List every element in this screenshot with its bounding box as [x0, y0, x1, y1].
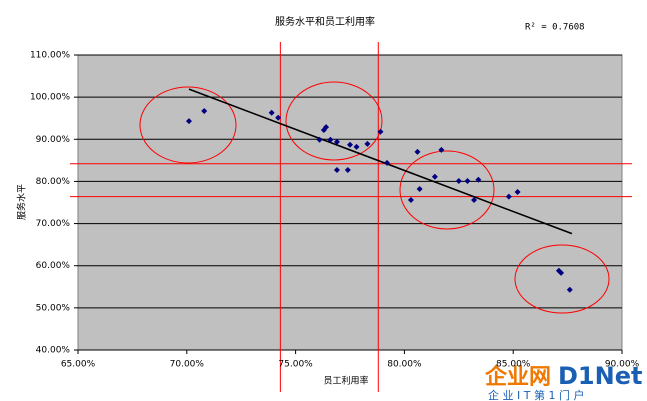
- watermark-slogan: 企 业 I T 第 1 门 户: [488, 388, 584, 401]
- data-point: [201, 108, 208, 115]
- data-point: [333, 167, 340, 174]
- chart-title: 服务水平和员工利用率: [275, 15, 375, 28]
- data-point: [364, 140, 371, 147]
- data-point: [333, 138, 340, 145]
- highlight-ellipse: [139, 86, 237, 164]
- data-point: [344, 167, 351, 174]
- y-tick-label: 40.00%: [36, 346, 71, 356]
- x-tick-label: 65.00%: [61, 360, 96, 370]
- data-point: [407, 196, 414, 203]
- x-axis-label: 员工利用率: [323, 375, 368, 387]
- data-point: [455, 178, 462, 185]
- watermark-brand: 企业网: [484, 364, 551, 390]
- plot-area: [77, 54, 623, 351]
- data-point: [377, 128, 384, 135]
- data-point: [327, 136, 334, 143]
- data-point: [268, 109, 275, 116]
- y-tick-label: 110.00%: [30, 51, 70, 61]
- data-point: [316, 136, 323, 143]
- y-axis-label: 服务水平: [16, 184, 28, 220]
- data-point: [464, 178, 471, 185]
- data-point: [558, 269, 565, 276]
- highlight-ellipse: [285, 81, 383, 161]
- y-tick-label: 70.00%: [36, 219, 71, 229]
- data-point: [566, 286, 573, 293]
- r-squared: R² = 0.7608: [525, 23, 585, 33]
- y-tick-label: 80.00%: [36, 177, 71, 187]
- data-point: [414, 148, 421, 155]
- data-point: [431, 173, 438, 180]
- x-tick-label: 75.00%: [278, 360, 313, 370]
- x-tick-label: 90.00%: [605, 360, 640, 370]
- data-point: [505, 193, 512, 200]
- y-tick-label: 60.00%: [36, 261, 71, 271]
- x-tick-label: 70.00%: [170, 360, 205, 370]
- data-point: [471, 196, 478, 203]
- data-point: [185, 118, 192, 125]
- data-point: [323, 124, 330, 131]
- y-tick-label: 90.00%: [36, 135, 71, 145]
- data-point: [383, 159, 390, 166]
- highlight-ellipse: [399, 150, 495, 230]
- highlight-ellipse: [514, 244, 610, 314]
- y-tick-label: 100.00%: [30, 93, 70, 103]
- data-point: [353, 143, 360, 150]
- data-point: [475, 176, 482, 183]
- data-point: [416, 186, 423, 193]
- data-point: [347, 141, 353, 148]
- trendline: [188, 88, 573, 235]
- watermark-logo: D1Net: [558, 362, 642, 390]
- x-tick-label: 80.00%: [387, 360, 422, 370]
- data-point: [514, 188, 521, 195]
- data-point: [275, 114, 282, 121]
- y-tick-label: 50.00%: [36, 303, 71, 313]
- data-point: [438, 146, 445, 153]
- x-tick-label: 85.00%: [496, 360, 531, 370]
